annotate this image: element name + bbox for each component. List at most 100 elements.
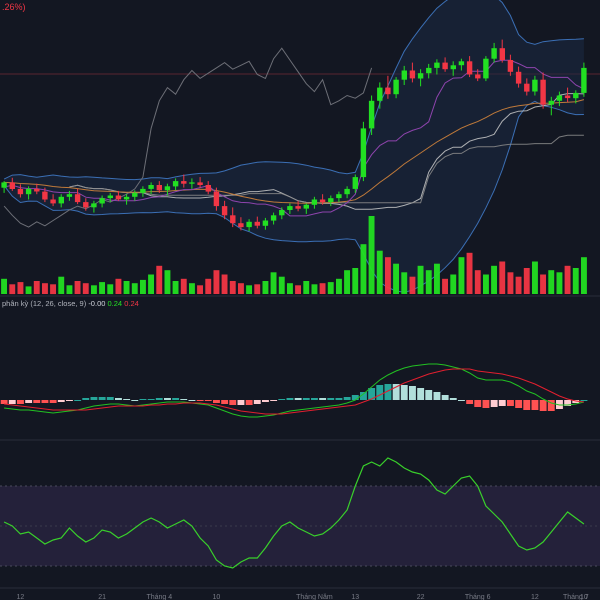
macd-legend: phân kỳ (12, 26, close, 9) -0.00 0.24 0.… — [2, 299, 139, 308]
candle-body — [564, 95, 571, 99]
x-axis-tick-label: 12 — [17, 594, 25, 600]
candle-body — [524, 83, 530, 92]
macd-histogram-bar — [425, 390, 433, 400]
x-axis-tick-label: Tháng 4 — [146, 594, 172, 600]
volume-bar — [91, 285, 97, 294]
candle-body — [385, 87, 391, 95]
macd-line — [4, 363, 585, 418]
macd-legend-hist: 0.24 — [124, 299, 139, 308]
volume-bar — [66, 285, 73, 294]
macd-legend-label: phân kỳ (12, 26, close, 9) — [2, 299, 88, 308]
volume-bar — [368, 216, 375, 294]
macd-histogram-bar — [515, 400, 523, 408]
candle-body — [295, 206, 301, 209]
macd-histogram-bar — [221, 400, 229, 404]
volume-bar — [393, 263, 399, 294]
volume-bar — [205, 278, 212, 294]
candle-body — [475, 74, 481, 79]
macd-histogram-bar — [343, 397, 351, 400]
volume-bar — [180, 278, 187, 294]
candle-body — [262, 220, 269, 226]
candle-body — [540, 79, 546, 105]
candle-body — [303, 204, 309, 209]
volume-bar — [33, 281, 40, 294]
macd-histogram-bar — [360, 392, 367, 400]
macd-histogram-bar — [417, 388, 425, 400]
x-axis-tick-label: Tháng Năm — [296, 594, 333, 600]
macd-histogram-bar — [8, 400, 16, 404]
candle-body — [17, 188, 24, 195]
volume-bar — [319, 283, 326, 294]
macd-histogram-bar — [90, 397, 98, 400]
candle-body — [483, 58, 489, 79]
macd-histogram-bar — [253, 400, 261, 404]
bollinger-lower-line — [3, 100, 584, 293]
macd-histogram-bar — [245, 400, 253, 405]
candle-body — [107, 195, 113, 199]
candle-body — [401, 70, 407, 80]
candle-body — [9, 182, 15, 189]
candle-body — [99, 198, 105, 204]
candle-body — [409, 70, 416, 79]
candle-body — [50, 199, 56, 204]
macd-histogram-bar — [33, 400, 41, 403]
macd-histogram-bar — [294, 398, 302, 400]
ichimoku-lagging-line — [3, 47, 373, 228]
candle-body — [319, 199, 326, 203]
candle-body — [1, 182, 7, 188]
volume-bar — [376, 250, 383, 294]
candle-body — [581, 67, 587, 93]
macd-histogram-bar — [262, 400, 269, 402]
volume-bar — [82, 283, 89, 294]
candle-body — [499, 48, 505, 60]
macd-histogram-bar — [449, 398, 457, 400]
candle-body — [287, 206, 293, 210]
candle-body — [42, 191, 48, 200]
volume-bar — [238, 283, 244, 294]
volume-bar — [385, 257, 391, 294]
volume-bar — [189, 283, 195, 294]
macd-histogram-bar — [278, 399, 286, 400]
volume-bar — [311, 284, 318, 295]
bollinger-band-fill — [4, 0, 584, 293]
macd-histogram-bar — [74, 400, 82, 401]
x-axis-tick-label: Tháng 6 — [465, 594, 491, 600]
candle-body — [25, 188, 32, 195]
macd-histogram-bar — [531, 400, 539, 410]
volume-bar — [229, 281, 236, 294]
candle-body — [213, 191, 220, 207]
macd-histogram-bar — [147, 399, 155, 400]
macd-histogram-bar — [507, 400, 514, 406]
x-axis-tick-label: 10 — [213, 594, 221, 600]
volume-bar — [25, 286, 32, 294]
volume-bar — [1, 278, 8, 294]
macd-histogram-bar — [482, 400, 490, 408]
candle-body — [205, 185, 211, 192]
macd-histogram-bar — [123, 399, 131, 400]
macd-histogram-bar — [580, 400, 588, 401]
volume-bar — [107, 284, 114, 295]
volume-bar — [336, 278, 342, 294]
macd-histogram-bar — [400, 385, 408, 400]
volume-bar — [213, 270, 220, 294]
volume-bar — [140, 279, 146, 294]
volume-bar — [523, 268, 530, 294]
macd-signal-line — [4, 368, 584, 415]
candle-body — [254, 221, 260, 226]
volume-bar — [262, 281, 269, 294]
volume-bar — [344, 270, 350, 294]
macd-histogram-bar — [286, 398, 294, 400]
candle-body — [532, 79, 538, 92]
volume-bar — [466, 252, 473, 294]
candle-body — [221, 206, 228, 216]
macd-histogram-bar — [188, 400, 196, 401]
candle-body — [148, 185, 154, 189]
volume-bar — [197, 285, 203, 294]
candle-body — [434, 62, 440, 68]
candle-body — [140, 188, 146, 193]
volume-bar — [221, 274, 228, 294]
candle-body — [450, 65, 456, 70]
volume-bar — [548, 270, 555, 294]
